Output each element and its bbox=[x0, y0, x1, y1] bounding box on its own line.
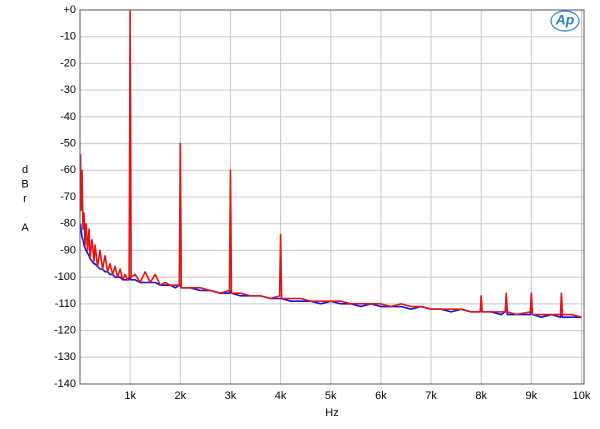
x-tick-label: 8k bbox=[475, 390, 487, 402]
y-tick-label: -130 bbox=[54, 351, 76, 363]
x-tick-label: 1k bbox=[124, 390, 136, 402]
y-tick-label: -30 bbox=[60, 84, 76, 96]
x-axis-label: Hz bbox=[325, 407, 338, 419]
x-tick-label: 4k bbox=[275, 390, 287, 402]
x-tick-label: 5k bbox=[325, 390, 337, 402]
x-tick-label: 10k bbox=[573, 390, 591, 402]
y-tick-label: -60 bbox=[60, 164, 76, 176]
x-tick-label: 3k bbox=[225, 390, 237, 402]
x-tick-label: 6k bbox=[375, 390, 387, 402]
y-tick-label: -40 bbox=[60, 111, 76, 123]
logo-ring bbox=[550, 10, 580, 32]
x-tick-label: 9k bbox=[526, 390, 538, 402]
plot-frame bbox=[79, 9, 585, 385]
logo-text: Ap bbox=[555, 12, 575, 28]
y-tick-label: -100 bbox=[54, 271, 76, 283]
plot-lines bbox=[79, 9, 582, 319]
logo: Ap bbox=[550, 10, 580, 32]
y-tick-label: -50 bbox=[60, 137, 76, 149]
y-tick-label: -70 bbox=[60, 191, 76, 203]
y-tick-label: -20 bbox=[60, 57, 76, 69]
y-tick-label: -140 bbox=[54, 378, 76, 390]
y-tick-label: -110 bbox=[55, 298, 76, 310]
y-tick-label: -80 bbox=[60, 218, 76, 230]
y-tick-label: -120 bbox=[54, 324, 76, 336]
series-line bbox=[79, 9, 582, 318]
y-tick-label: -10 bbox=[60, 31, 76, 43]
x-tick-label: 2k bbox=[174, 390, 186, 402]
y-tick-label: +0 bbox=[63, 4, 76, 16]
y-tick-label: -90 bbox=[60, 244, 76, 256]
x-tick-label: 7k bbox=[425, 390, 437, 402]
